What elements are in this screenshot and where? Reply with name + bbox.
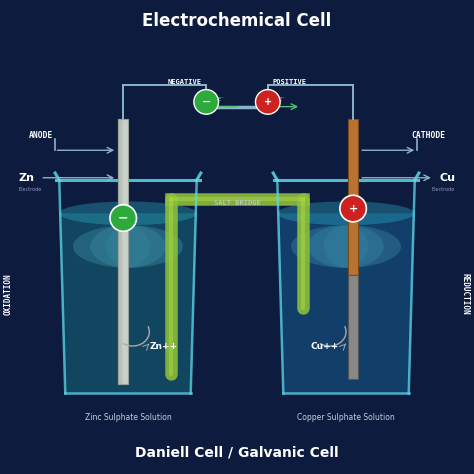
Text: REDUCTION: REDUCTION bbox=[461, 273, 470, 315]
Ellipse shape bbox=[59, 201, 197, 225]
Text: Cu: Cu bbox=[439, 173, 455, 183]
Text: ANODE: ANODE bbox=[28, 131, 53, 139]
Text: NEGATIVE: NEGATIVE bbox=[167, 79, 201, 85]
Circle shape bbox=[340, 195, 366, 222]
Text: +: + bbox=[348, 203, 358, 214]
Ellipse shape bbox=[90, 225, 166, 268]
Text: POSITIVE: POSITIVE bbox=[273, 79, 307, 85]
Text: Zinc Sulphate Solution: Zinc Sulphate Solution bbox=[84, 413, 172, 421]
Circle shape bbox=[110, 205, 137, 231]
Ellipse shape bbox=[106, 225, 150, 268]
Circle shape bbox=[255, 90, 280, 114]
Text: e⁻: e⁻ bbox=[217, 96, 224, 102]
Text: Electrode: Electrode bbox=[432, 187, 455, 192]
Text: Electrode: Electrode bbox=[19, 187, 42, 192]
Polygon shape bbox=[348, 275, 358, 379]
Text: e⁻: e⁻ bbox=[278, 96, 286, 102]
Text: Zn: Zn bbox=[19, 173, 35, 183]
Text: −: − bbox=[201, 97, 211, 107]
Polygon shape bbox=[59, 213, 197, 393]
Text: +: + bbox=[264, 97, 272, 107]
Text: Zn++: Zn++ bbox=[149, 342, 178, 350]
Text: −: − bbox=[118, 211, 128, 225]
Circle shape bbox=[194, 90, 219, 114]
Ellipse shape bbox=[277, 201, 415, 225]
Text: CATHODE: CATHODE bbox=[411, 131, 446, 139]
Text: Copper Sulphate Solution: Copper Sulphate Solution bbox=[297, 413, 395, 421]
Ellipse shape bbox=[308, 225, 384, 268]
Text: SALT BRIDGE: SALT BRIDGE bbox=[214, 200, 260, 206]
Text: Electrochemical Cell: Electrochemical Cell bbox=[142, 12, 332, 30]
Polygon shape bbox=[277, 213, 415, 393]
Ellipse shape bbox=[291, 225, 401, 268]
Ellipse shape bbox=[324, 225, 368, 268]
Polygon shape bbox=[118, 118, 128, 384]
Text: Cu++: Cu++ bbox=[310, 342, 339, 350]
Polygon shape bbox=[348, 118, 358, 275]
Text: Daniell Cell / Galvanic Cell: Daniell Cell / Galvanic Cell bbox=[135, 446, 339, 460]
Ellipse shape bbox=[73, 225, 183, 268]
Text: OXIDATION: OXIDATION bbox=[4, 273, 13, 315]
